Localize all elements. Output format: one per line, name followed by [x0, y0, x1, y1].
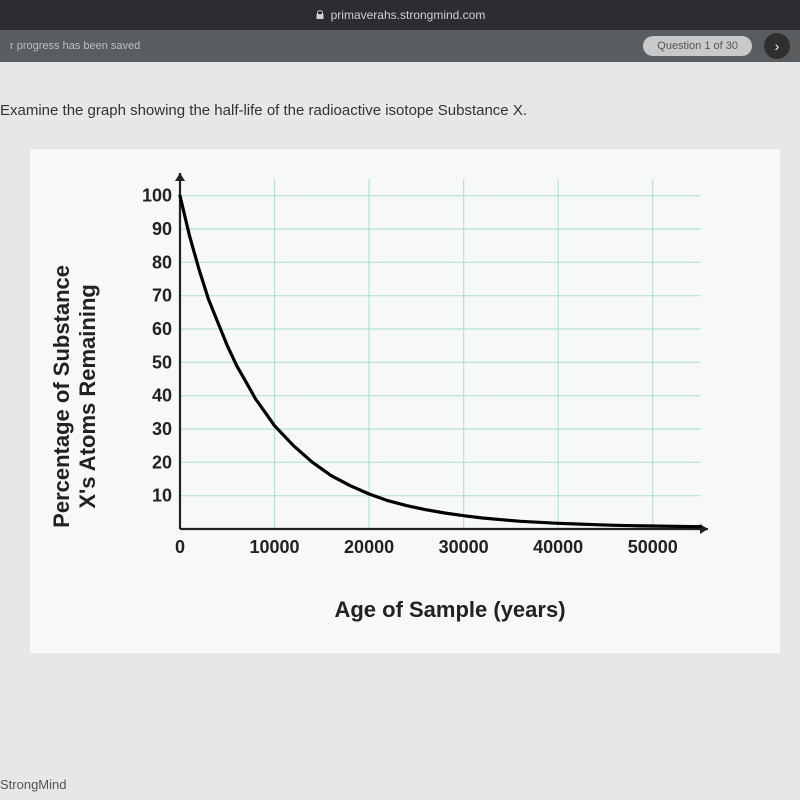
svg-text:10: 10 [152, 486, 172, 506]
svg-text:40: 40 [152, 386, 172, 406]
svg-text:10000: 10000 [250, 537, 300, 557]
svg-text:50: 50 [152, 352, 172, 372]
content-area: Examine the graph showing the half-life … [0, 62, 800, 800]
svg-text:80: 80 [152, 252, 172, 272]
svg-text:40000: 40000 [533, 537, 583, 557]
svg-text:70: 70 [152, 286, 172, 306]
chart-container: Percentage of Substance X's Atoms Remain… [30, 149, 780, 653]
svg-text:30000: 30000 [439, 537, 489, 557]
next-question-button[interactable]: › [764, 33, 790, 59]
svg-text:0: 0 [175, 537, 185, 557]
y-axis-label-container: Percentage of Substance X's Atoms Remain… [40, 169, 110, 623]
progress-saved-text: r progress has been saved [10, 40, 140, 52]
question-prompt: Examine the graph showing the half-life … [0, 102, 800, 119]
question-counter-pill: Question 1 of 30 [643, 36, 752, 56]
y-axis-label: Percentage of Substance X's Atoms Remain… [49, 265, 102, 528]
browser-address-bar: primaverahs.strongmind.com [0, 0, 800, 30]
browser-url: primaverahs.strongmind.com [331, 8, 486, 22]
svg-text:60: 60 [152, 319, 172, 339]
svg-text:100: 100 [142, 186, 172, 206]
svg-text:20000: 20000 [344, 537, 394, 557]
decay-chart: 10 20 30 40 50 60 70 80 90 100 0 10000 20000 30000 400… [110, 169, 710, 589]
brand-footer: StrongMind [0, 777, 66, 792]
svg-text:30: 30 [152, 419, 172, 439]
chevron-right-icon: › [775, 38, 780, 54]
svg-text:50000: 50000 [628, 537, 678, 557]
svg-text:20: 20 [152, 452, 172, 472]
lock-icon [315, 10, 325, 20]
x-axis-label: Age of Sample (years) [110, 597, 750, 623]
svg-text:90: 90 [152, 219, 172, 239]
quiz-header-bar: r progress has been saved Question 1 of … [0, 30, 800, 62]
